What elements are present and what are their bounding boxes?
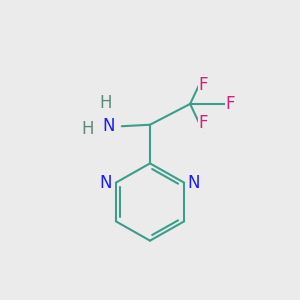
Text: H: H (100, 94, 112, 112)
Text: N: N (188, 174, 200, 192)
Text: H: H (81, 120, 94, 138)
Text: F: F (226, 95, 235, 113)
Text: F: F (199, 114, 208, 132)
Text: F: F (199, 76, 208, 94)
Text: N: N (100, 174, 112, 192)
Text: N: N (102, 117, 115, 135)
